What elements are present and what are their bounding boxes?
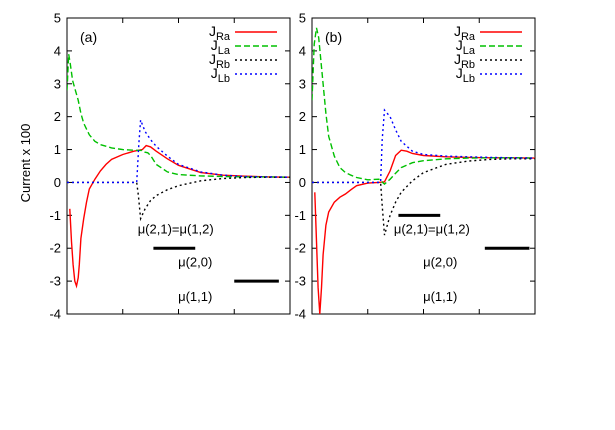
panel-a-ytick-label: -2 (49, 241, 61, 256)
panel-b-label: (b) (325, 29, 342, 45)
panel-b-legend-entry-lb: JLb (456, 65, 475, 85)
panel-a-ytick-label: -1 (49, 208, 61, 223)
panel-b-ytick-label: 2 (299, 109, 306, 124)
panel-a-series-la-line (67, 54, 290, 178)
panel-a-label: (a) (80, 29, 97, 45)
panel-a-ytick-label: 4 (54, 43, 61, 58)
panel-b-ytick-label: -3 (294, 274, 306, 289)
panel-a-ytick-label: 5 (54, 11, 61, 26)
panel-a-legend-entry-la: JLa (211, 37, 231, 57)
panel-a-ytick-label: 0 (54, 175, 61, 190)
panel-b-ytick-label: 0 (299, 175, 306, 190)
panel-b-ytick-label: 5 (299, 11, 306, 26)
panel-b-ytick-label: 4 (299, 43, 306, 58)
panel-a-annotation-2: μ(2,0) (178, 254, 212, 269)
panel-b-annotation-2: μ(2,0) (423, 254, 457, 269)
panel-a-legend-entry-ra: JRa (209, 23, 231, 43)
panel-b-series-rb-line (312, 158, 535, 236)
panel-b-ytick-label: 3 (299, 76, 306, 91)
panel-b-plot-frame (311, 17, 536, 315)
panel-a-ytick-label: -4 (49, 307, 61, 322)
panel-b-legend-entry-la: JLa (456, 37, 476, 57)
panel-b-series-la-line (312, 27, 535, 186)
panel-b-legend-entry-rb: JRb (454, 51, 475, 71)
panel-b-legend-entry-ra: JRa (454, 23, 476, 43)
panel-a-annotation-3: μ(1,1) (178, 289, 212, 304)
panel-a-legend-entry-lb: JLb (211, 65, 230, 85)
panel-a-annotation-1: μ(2,1)=μ(1,2) (138, 221, 214, 236)
panel-a-series-ra-line (69, 144, 290, 289)
panel-a-ytick-label: -3 (49, 274, 61, 289)
panel-b-ytick-label: -2 (294, 241, 306, 256)
panel-a-ytick-label: 3 (54, 76, 61, 91)
panel-b-annotation-3: μ(1,1) (423, 289, 457, 304)
panel-b-series-ra-line (314, 149, 535, 314)
panel-b: -4 -3 -2 -1 0 1 2 3 4 5 μ(2,1)=μ(1,2) μ(2,0) μ(1,1) (… (294, 11, 536, 322)
panel-a-series-lb-line (67, 119, 290, 184)
y-axis-label: Current x 100 (18, 124, 33, 203)
panel-b-ytick-label: 1 (299, 142, 306, 157)
panel-b-annotation-1: μ(2,1)=μ(1,2) (394, 221, 470, 236)
panel-a-ytick-label: 1 (54, 142, 61, 157)
panel-b-ytick-label: -4 (294, 307, 306, 322)
panel-a-ytick-label: 2 (54, 109, 61, 124)
panel-b-series-lb-line (312, 108, 535, 184)
panel-a-legend-entry-rb: JRb (209, 51, 230, 71)
panel-a: -4 -3 -2 -1 0 1 2 3 4 5 μ(2,1)=μ(1,2) μ(2,0) μ(1,1) (… (49, 11, 291, 322)
panel-b-ytick-label: -1 (294, 208, 306, 223)
panel-a-series-rb-line (67, 176, 290, 222)
